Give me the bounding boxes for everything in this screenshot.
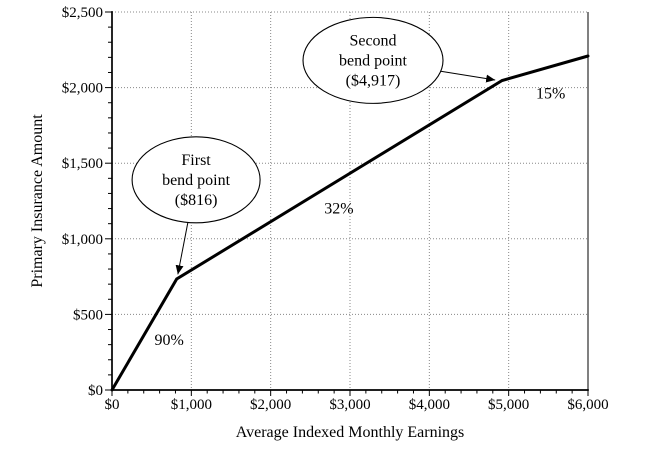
y-tick-label: $500 (73, 307, 103, 323)
y-tick-label: $2,000 (62, 81, 103, 97)
callout-arrow (440, 70, 496, 83)
x-tick-label: $3,000 (329, 397, 370, 413)
series-layer (110, 54, 590, 392)
segment-label: 15% (536, 86, 565, 103)
callout-text-line: bend point (162, 172, 231, 189)
callout-text-line: First (181, 152, 211, 169)
y-tick-label: $1,500 (62, 156, 103, 172)
segment-label-layer: 90% 32% 15% (154, 86, 565, 349)
x-tick-label: $2,000 (250, 397, 291, 413)
callout-text-line: ($816) (175, 192, 218, 209)
x-axis-title: Average Indexed Monthly Earnings (236, 424, 465, 441)
pia-line (110, 54, 590, 392)
axis-layer: $0 $1,000 $2,000 $3,000 $4,000 $5,000 $6,000 $0… (62, 5, 609, 413)
x-tick-label: $4,000 (409, 397, 450, 413)
x-tick-label: $5,000 (488, 397, 529, 413)
y-axis-title: Primary Insurance Amount (29, 114, 46, 288)
x-tick-label: $6,000 (567, 397, 608, 413)
callout-text-line: ($4,917) (346, 72, 401, 89)
segment-label: 32% (324, 201, 353, 218)
y-tick-label: $2,500 (62, 5, 103, 21)
callout-text-line: Second (349, 32, 396, 49)
callout-text-line: bend point (339, 52, 408, 69)
y-tick-label: $1,000 (62, 232, 103, 248)
y-tick-label: $0 (88, 383, 103, 399)
callout-layer: First bend point ($816) Second bend point ($4… (131, 16, 496, 275)
callout-ellipse (131, 136, 261, 224)
x-tick-label: $0 (105, 397, 120, 413)
segment-label: 90% (154, 332, 183, 349)
callout-arrow (175, 222, 189, 275)
callout-ellipse (302, 16, 444, 104)
x-tick-label: $1,000 (171, 397, 212, 413)
